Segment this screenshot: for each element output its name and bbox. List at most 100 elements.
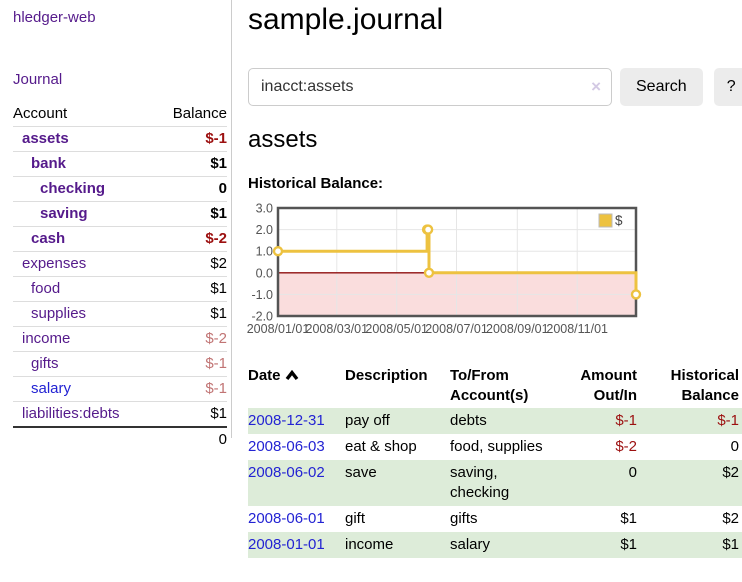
help-button[interactable]: ? (713, 68, 742, 106)
balance-column-header-register: Historical Balance (670, 367, 739, 404)
account-row: checking 0 (13, 176, 227, 202)
page-title: sample.journal (248, 3, 444, 36)
account-name-cell: liabilities:debts (13, 402, 155, 428)
sidebar-account-link-income[interactable]: income (22, 330, 71, 347)
description-column-header: Description (345, 367, 428, 384)
account-balance: $-2 (205, 230, 227, 247)
date-column-header[interactable]: Date (248, 364, 345, 408)
register-date-link[interactable]: 2008-12-31 (248, 412, 325, 429)
register-amount: $-2 (615, 438, 637, 455)
svg-text:-2.0: -2.0 (251, 310, 273, 324)
sidebar-account-link-cash[interactable]: cash (31, 230, 66, 247)
account-balance: $2 (210, 255, 227, 272)
svg-text:2008/05/01: 2008/05/01 (365, 322, 428, 336)
register-table: Date Description To/From Account(s) Amou… (248, 364, 742, 558)
sidebar-account-link-liabilities-debts[interactable]: liabilities:debts (22, 405, 120, 422)
account-balance: $-1 (205, 130, 227, 147)
register-date-cell: 2008-12-31 (248, 408, 345, 434)
account-name-cell: assets (13, 127, 155, 152)
accounts-header-row: Account Balance (13, 102, 227, 127)
register-date-link[interactable]: 2008-01-01 (248, 536, 325, 553)
register-accounts: food, supplies (450, 438, 543, 455)
svg-text:0.0: 0.0 (256, 266, 273, 280)
account-column-header: Account (13, 105, 68, 122)
sidebar-account-link-expenses[interactable]: expenses (22, 255, 87, 272)
register-date-link[interactable]: 2008-06-02 (248, 464, 325, 481)
account-name-cell: saving (13, 202, 155, 227)
account-row: food $1 (13, 276, 227, 302)
account-row: supplies $1 (13, 301, 227, 327)
sidebar-account-link-supplies[interactable]: supplies (31, 305, 87, 322)
svg-text:2008/07/01: 2008/07/01 (425, 322, 488, 336)
accounts-total-row: 0 (13, 427, 227, 452)
register-header-row: Date Description To/From Account(s) Amou… (248, 364, 742, 408)
sidebar-account-link-food[interactable]: food (31, 280, 61, 297)
account-name-cell: bank (13, 152, 155, 177)
sidebar-account-link-gifts[interactable]: gifts (31, 355, 59, 372)
register-date-link[interactable]: 2008-06-03 (248, 438, 325, 455)
legend-swatch (598, 213, 613, 228)
register-description: pay off (345, 412, 390, 429)
account-balance: $1 (210, 280, 227, 297)
app-title-link[interactable]: hledger-web (13, 9, 96, 26)
search-input[interactable] (248, 68, 612, 106)
account-row: gifts $-1 (13, 351, 227, 377)
register-amount: $-1 (615, 412, 637, 429)
account-name-cell: checking (13, 177, 155, 202)
data-point-marker (630, 289, 642, 300)
register-balance: $2 (722, 464, 739, 481)
sidebar-account-link-salary[interactable]: salary (31, 380, 72, 397)
data-point-marker (422, 224, 434, 235)
register-balance: $1 (722, 536, 739, 553)
sort-ascending-icon (285, 367, 299, 387)
svg-text:3.0: 3.0 (256, 202, 273, 216)
data-point-marker (423, 267, 435, 279)
register-row: 2008-12-31 pay off debts $-1 $-1 (248, 408, 742, 434)
svg-text:2.0: 2.0 (256, 223, 273, 237)
chart-title: Historical Balance: (248, 175, 384, 192)
data-point-marker (272, 246, 284, 257)
search-input-wrap: × (248, 68, 612, 106)
svg-text:1.0: 1.0 (256, 245, 273, 259)
account-name-cell: food (13, 277, 155, 302)
register-row: 2008-06-01 gift gifts $1 $2 (248, 506, 742, 532)
register-row: 2008-06-02 save saving, checking 0 $2 (248, 460, 742, 506)
svg-text:2008/01/01: 2008/01/01 (247, 322, 310, 336)
account-row: salary $-1 (13, 376, 227, 402)
sidebar-account-link-assets[interactable]: assets (22, 130, 69, 147)
account-name-cell: expenses (13, 252, 155, 277)
account-name-cell: gifts (13, 352, 155, 377)
register-amount: $1 (620, 536, 637, 553)
accounts-total-spacer (13, 427, 155, 452)
account-balance: $-1 (205, 380, 227, 397)
accounts-table-body: assets $-1 bank $1 checking 0 saving $1 cash $-2 e… (13, 126, 227, 428)
account-row: assets $-1 (13, 126, 227, 152)
account-balance: $-1 (205, 355, 227, 372)
chart-legend: $ (598, 213, 623, 228)
register-amount: $1 (620, 510, 637, 527)
register-date-cell: 2008-06-03 (248, 434, 345, 460)
journal-nav: Journal (13, 71, 231, 88)
accounts-total-value: 0 (218, 431, 227, 448)
clear-search-icon[interactable]: × (591, 77, 601, 96)
register-description: eat & shop (345, 438, 417, 455)
amount-column-header: Amount Out/In (580, 367, 637, 404)
account-name-cell: salary (13, 377, 155, 402)
sidebar-account-link-checking[interactable]: checking (40, 180, 106, 197)
sidebar-account-link-saving[interactable]: saving (40, 205, 88, 222)
register-date-link[interactable]: 2008-06-01 (248, 510, 325, 527)
account-balance: $1 (210, 155, 227, 172)
sidebar-account-link-bank[interactable]: bank (31, 155, 67, 172)
balance-column-header: Balance (172, 105, 227, 122)
register-row: 2008-06-03 eat & shop food, supplies $-2 0 (248, 434, 742, 460)
register-description: income (345, 536, 394, 553)
account-name-cell: income (13, 327, 155, 352)
register-amount: 0 (628, 464, 637, 481)
sidebar: hledger-web Journal Account Balance asse… (0, 0, 232, 448)
register-date-cell: 2008-06-01 (248, 506, 345, 532)
search-button[interactable]: Search (620, 68, 703, 106)
sidebar-item-journal[interactable]: Journal (13, 71, 63, 88)
account-row: bank $1 (13, 151, 227, 177)
register-description: gift (345, 510, 366, 527)
account-row: liabilities:debts $1 (13, 401, 227, 428)
